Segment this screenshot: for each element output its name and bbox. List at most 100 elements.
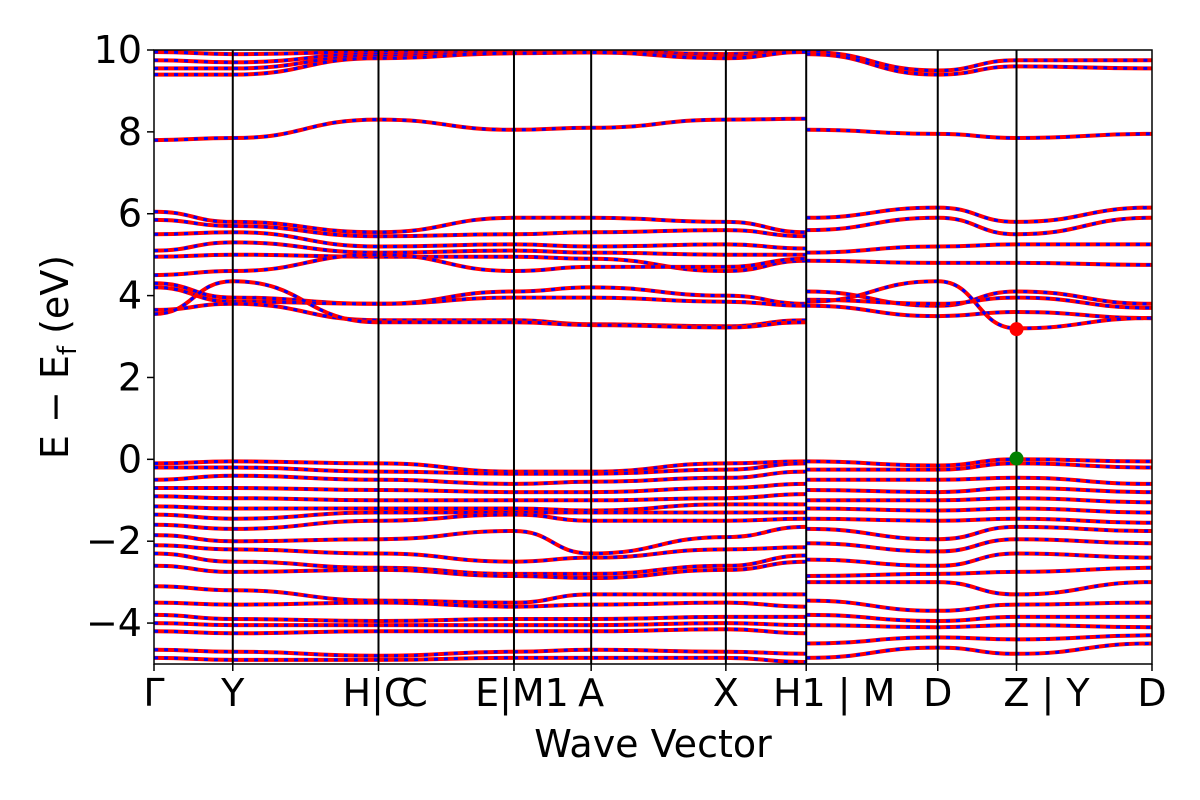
- x-tick-label: X: [713, 671, 739, 715]
- band-line-54: [806, 537, 1152, 554]
- band-line-19: [806, 205, 1152, 224]
- band-line-5: [154, 116, 807, 143]
- band-line-26: [806, 279, 1152, 331]
- y-tick-label: 6: [118, 192, 142, 236]
- y-tick-label: 8: [118, 110, 142, 154]
- band-line-dashed: [154, 240, 807, 257]
- x-tick-label: Z | Y: [1003, 671, 1090, 716]
- band-line-24: [806, 295, 1152, 310]
- band-line-56: [806, 565, 1152, 578]
- band-line-solid: [154, 612, 807, 624]
- band-line-61: [806, 633, 1152, 646]
- band-line-dashed: [806, 551, 1152, 568]
- band-line-52: [806, 516, 1152, 525]
- x-tick-label: Γ: [143, 671, 164, 715]
- y-tick-label: 10: [94, 28, 142, 72]
- band-line-dashed: [806, 525, 1152, 541]
- band-line-62: [806, 641, 1152, 660]
- band-line-solid: [806, 641, 1152, 660]
- band-line-25: [806, 303, 1152, 321]
- band-line-43: [154, 627, 807, 636]
- band-line-57: [806, 580, 1152, 597]
- band-line-59: [806, 612, 1152, 624]
- band-line-dashed: [154, 281, 807, 306]
- band-line-solid: [154, 116, 807, 143]
- band-line-dashed: [806, 52, 1152, 77]
- band-line-11: [154, 252, 807, 278]
- band-line-dashed: [806, 50, 1152, 73]
- band-line-45: [154, 655, 807, 664]
- x-tick-label: Y: [220, 671, 245, 715]
- band-line-solid: [154, 584, 807, 605]
- band-line-solid: [806, 598, 1152, 613]
- x-tick-label: D: [1137, 671, 1166, 715]
- band-line-41: [154, 612, 807, 624]
- kpath-divider-lines: [231, 50, 1018, 664]
- band-line-solid: [806, 295, 1152, 310]
- band-line-dashed: [806, 486, 1152, 494]
- band-line-dashed: [154, 279, 807, 330]
- plot-frame: [153, 49, 1153, 665]
- x-tick-label: H|C: [343, 671, 411, 716]
- band-line-dashed: [806, 289, 1152, 308]
- band-line-dashed: [806, 623, 1152, 629]
- band-line-47: [806, 461, 1152, 472]
- band-line-48: [806, 475, 1152, 486]
- y-axis-title-main: E − E: [33, 355, 77, 459]
- band-line-60: [806, 623, 1152, 630]
- band-line-46: [806, 457, 1152, 468]
- band-line-51: [806, 506, 1152, 515]
- band-line-36: [154, 543, 807, 564]
- band-line-solid: [154, 502, 807, 513]
- band-line-12: [154, 281, 807, 306]
- band-line-dashed: [806, 304, 1152, 320]
- y-tick-label: 4: [118, 274, 142, 318]
- y-tick-label: 2: [118, 355, 142, 399]
- band-line-53: [806, 524, 1152, 542]
- x-axis-ticks: Γ Y H|CC E|M1 A X H1 | M D Z | Y D: [143, 664, 1167, 716]
- band-line-dashed: [806, 457, 1152, 468]
- band-line-solid: [806, 580, 1152, 597]
- band-line-32: [154, 502, 807, 513]
- band-line-solid: [154, 647, 807, 658]
- band-line-dashed: [806, 506, 1152, 514]
- x-tick-label: H1 | M: [773, 671, 896, 716]
- band-line-dashed: [154, 210, 807, 234]
- y-axis-title-sub: f: [53, 345, 83, 355]
- band-line-dashed: [154, 502, 807, 513]
- band-line-dashed: [806, 613, 1152, 623]
- x-tick-label: C: [401, 671, 428, 715]
- band-line-50: [806, 496, 1152, 505]
- band-line-42: [154, 621, 807, 628]
- x-axis-title: Wave Vector: [534, 722, 772, 766]
- band-line-dashed: [806, 599, 1152, 613]
- y-axis-title: E − Ef (eV): [33, 255, 83, 459]
- band-line-55: [806, 551, 1152, 568]
- band-line-dashed: [806, 476, 1152, 486]
- y-axis-ticks: 10 8 6 4 2 0 −2 −4: [86, 28, 154, 645]
- vbm-marker: [1009, 451, 1024, 466]
- band-line-dashed: [806, 461, 1152, 472]
- x-tick-label: E|M1: [475, 671, 569, 716]
- band-line-solid: [154, 621, 807, 628]
- band-line-dashed: [806, 279, 1152, 330]
- band-lines: [154, 50, 1152, 664]
- band-line-solid: [154, 492, 807, 503]
- band-line-dashed: [806, 242, 1152, 255]
- band-line-solid: [154, 252, 807, 278]
- band-line-21: [806, 242, 1152, 255]
- band-line-dashed: [806, 566, 1152, 578]
- band-line-18: [806, 127, 1152, 141]
- cbm-marker: [1009, 322, 1024, 337]
- extrema-markers: [1009, 322, 1024, 466]
- y-tick-label: −2: [86, 519, 142, 563]
- y-axis-title-unit: (eV): [33, 255, 77, 346]
- band-line-solid: [154, 655, 807, 664]
- band-line-solid: [154, 543, 807, 564]
- band-line-solid: [806, 205, 1152, 224]
- band-line-dashed: [806, 128, 1152, 140]
- band-line-22: [806, 258, 1152, 267]
- band-line-44: [154, 647, 807, 658]
- band-line-dashed: [806, 496, 1152, 504]
